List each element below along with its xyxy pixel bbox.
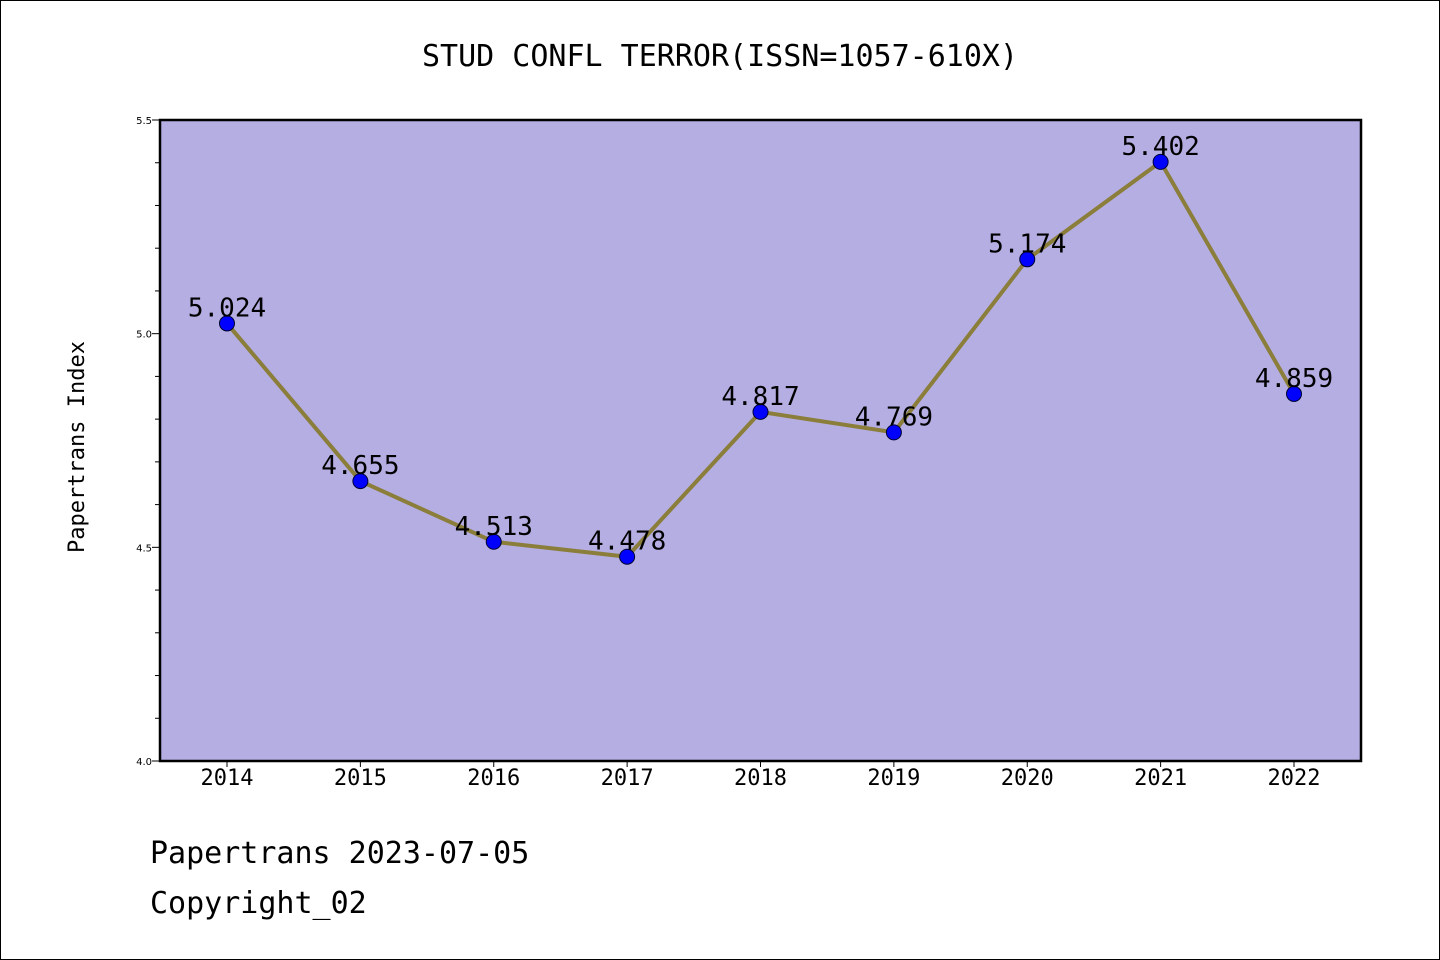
x-tick-label: 2020 xyxy=(1001,766,1054,791)
y-axis: 4.0 4.5 5.0 5.5 xyxy=(136,116,160,768)
data-label: 4.817 xyxy=(721,382,799,412)
x-tick-label: 2018 xyxy=(734,766,787,791)
x-tick-label: 2022 xyxy=(1268,766,1321,791)
data-point xyxy=(219,315,235,332)
data-label: 5.024 xyxy=(188,293,266,323)
data-point xyxy=(619,548,636,565)
y-tick-label: 4.0 xyxy=(136,757,152,768)
y-tick-label: 5.0 xyxy=(136,330,152,341)
data-label: 4.513 xyxy=(455,512,533,542)
plot-border xyxy=(158,118,1363,763)
y-tick-label: 5.5 xyxy=(136,116,152,127)
y-axis-label: Papertrans Index xyxy=(65,341,90,553)
data-point xyxy=(1019,251,1036,268)
data-point xyxy=(485,533,502,550)
data-point xyxy=(1286,385,1302,402)
data-point xyxy=(1152,153,1169,170)
data-label: 4.655 xyxy=(321,451,399,481)
x-tick-label: 2021 xyxy=(1134,766,1187,791)
data-label: 4.769 xyxy=(855,402,933,432)
plot-area xyxy=(160,120,1361,761)
data-label: 5.174 xyxy=(988,229,1066,259)
data-labels: 5.024 4.655 4.513 4.478 4.817 4.769 5.174 5.402… xyxy=(188,132,1333,557)
data-point xyxy=(885,424,902,441)
x-tick-label: 2019 xyxy=(867,766,920,791)
data-label: 4.859 xyxy=(1255,364,1333,394)
y-tick-label: 4.5 xyxy=(136,543,152,554)
x-tick-label: 2017 xyxy=(601,766,654,791)
data-point xyxy=(352,473,369,490)
x-tick-label: 2015 xyxy=(334,766,387,791)
x-tick-label: 2014 xyxy=(201,766,254,791)
data-label: 4.478 xyxy=(588,527,666,557)
data-label: 5.402 xyxy=(1121,132,1199,162)
footer-date: Papertrans 2023-07-05 xyxy=(150,836,530,871)
data-points xyxy=(219,153,1302,565)
data-point xyxy=(752,403,769,420)
footer-copyright: Copyright_02 xyxy=(150,886,367,921)
chart-title: STUD CONFL TERROR(ISSN=1057-610X) xyxy=(422,39,1018,74)
x-axis: 2014 2015 2016 2017 2018 2019 2020 2021 2022 xyxy=(201,761,1321,791)
x-tick-label: 2016 xyxy=(467,766,520,791)
